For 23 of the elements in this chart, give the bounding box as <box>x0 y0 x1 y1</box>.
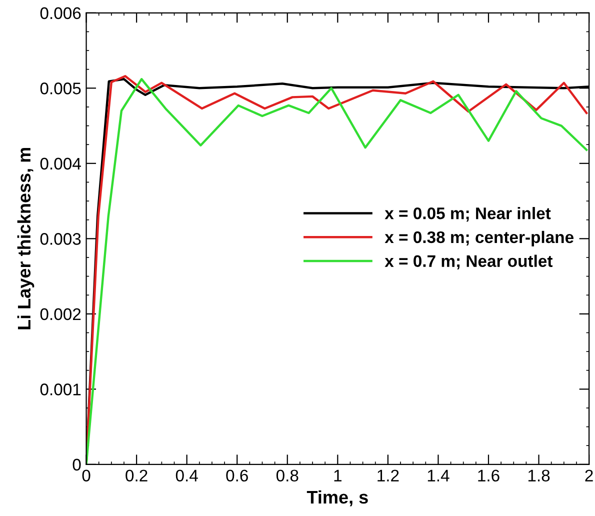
legend-label: x = 0.38 m; center-plane <box>384 230 574 246</box>
y-tick-label: 0.006 <box>40 7 81 20</box>
y-tick-label: 0.003 <box>40 233 81 245</box>
y-tick-label: 0.004 <box>40 158 81 170</box>
x-axis-title: Time, s <box>306 490 368 506</box>
x-tick-label: 1.8 <box>528 470 550 482</box>
x-tick-label: 0.8 <box>276 470 298 482</box>
y-tick-label: 0.002 <box>40 308 81 320</box>
x-tick-label: 1.2 <box>378 470 399 482</box>
legend-label: x = 0.7 m; Near outlet <box>384 254 553 270</box>
x-tick-label: 1.4 <box>428 470 450 482</box>
x-tick-label: 0.6 <box>226 470 248 482</box>
x-tick-label: 0.2 <box>126 470 148 482</box>
legend-label: x = 0.05 m; Near inlet <box>384 207 551 222</box>
y-tick-label: 0.001 <box>40 384 81 396</box>
y-axis-title: Li Layer thickness, m <box>17 148 34 330</box>
x-tick-label: 0.4 <box>176 470 198 482</box>
x-tick-label: 2 <box>585 470 593 482</box>
x-tick-label: 1.6 <box>478 470 500 482</box>
y-tick-label: 0.005 <box>40 82 81 94</box>
x-tick-label: 1 <box>334 470 342 482</box>
y-tick-label: 0 <box>72 458 81 471</box>
x-tick-label: 0 <box>82 470 90 482</box>
